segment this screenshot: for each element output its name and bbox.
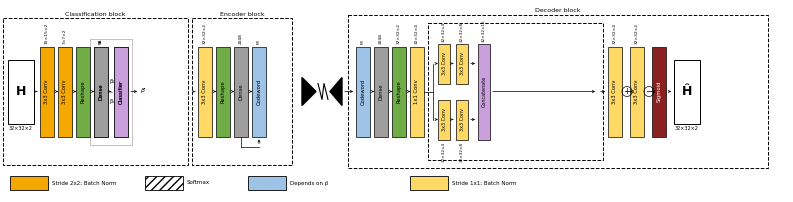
Text: Stride 1x1; Batch Norm: Stride 1x1; Batch Norm — [452, 181, 516, 185]
Bar — [456, 100, 468, 140]
Text: 3x3 Conv: 3x3 Conv — [202, 79, 208, 104]
Bar — [356, 46, 370, 137]
Text: Dense: Dense — [378, 83, 384, 100]
Polygon shape — [302, 78, 316, 105]
Text: 32×32×16: 32×32×16 — [482, 19, 486, 41]
Text: 3x3 Conv: 3x3 Conv — [63, 79, 67, 104]
Text: Decoder block: Decoder block — [535, 8, 580, 14]
Text: 32×32×4: 32×32×4 — [442, 141, 446, 162]
Text: Reshape: Reshape — [81, 80, 86, 103]
Bar — [478, 43, 490, 140]
Text: Classification block: Classification block — [65, 12, 126, 17]
Bar — [114, 46, 128, 137]
Text: Sigmoid: Sigmoid — [657, 81, 661, 102]
Text: 1x1 Conv: 1x1 Conv — [415, 79, 419, 104]
Text: +: + — [623, 87, 630, 96]
Bar — [428, 23, 603, 160]
Bar — [348, 15, 768, 168]
Bar — [608, 46, 622, 137]
Text: 32×32×4: 32×32×4 — [613, 23, 617, 44]
Text: Ĥ: Ĥ — [682, 85, 692, 98]
Text: 3x3 Conv: 3x3 Conv — [634, 79, 639, 104]
Bar — [630, 46, 644, 137]
Text: 32×32×2: 32×32×2 — [9, 126, 33, 132]
Text: Dense: Dense — [98, 83, 104, 100]
Text: 32×32×8: 32×32×8 — [460, 21, 464, 41]
Text: 3x3 Conv: 3x3 Conv — [459, 108, 465, 131]
Polygon shape — [330, 78, 342, 105]
Bar — [410, 176, 448, 190]
Text: Stride 2x2; Batch Norm: Stride 2x2; Batch Norm — [52, 181, 117, 185]
Bar — [456, 43, 468, 83]
Bar — [248, 176, 286, 190]
Text: β̂: β̂ — [141, 88, 145, 93]
Text: 32×32×4: 32×32×4 — [415, 23, 419, 44]
Bar — [410, 46, 424, 137]
Bar — [94, 46, 108, 137]
Bar — [234, 46, 248, 137]
Bar — [652, 46, 666, 137]
Bar — [90, 39, 132, 144]
Bar — [145, 176, 183, 190]
Text: 32×32×2: 32×32×2 — [203, 23, 207, 44]
Text: 32×32×4: 32×32×4 — [442, 21, 446, 41]
Text: ...: ... — [109, 89, 113, 94]
Text: 3x3 Conv: 3x3 Conv — [44, 79, 49, 104]
Text: 3x3 Conv: 3x3 Conv — [442, 108, 446, 131]
Text: 2048: 2048 — [239, 34, 243, 44]
Bar — [392, 46, 406, 137]
Text: 32×32×2: 32×32×2 — [635, 23, 639, 44]
Text: 15×15×2: 15×15×2 — [45, 23, 49, 44]
Bar — [3, 18, 188, 165]
Bar — [674, 60, 700, 123]
Bar — [198, 46, 212, 137]
Text: Codeword: Codeword — [361, 78, 366, 105]
Text: −: − — [646, 87, 653, 96]
Bar — [40, 46, 54, 137]
Text: Classifier: Classifier — [118, 79, 124, 104]
Text: 2048: 2048 — [379, 34, 383, 44]
Text: Classifier: Classifier — [118, 79, 124, 104]
Text: 7×7×2: 7×7×2 — [63, 29, 67, 44]
Text: Dense: Dense — [239, 83, 243, 100]
Text: Depends on p̂: Depends on p̂ — [290, 181, 328, 185]
Bar — [438, 43, 450, 83]
Text: 32×32×8: 32×32×8 — [460, 141, 464, 162]
Text: Dense: Dense — [98, 83, 104, 100]
Text: βₙ: βₙ — [109, 99, 114, 104]
Text: H: H — [16, 85, 26, 98]
Bar — [10, 176, 48, 190]
Text: β₁: β₁ — [109, 79, 114, 84]
Bar — [76, 46, 90, 137]
Text: M: M — [257, 41, 261, 44]
Bar — [58, 46, 72, 137]
Bar — [94, 46, 108, 137]
Text: Codeword: Codeword — [256, 78, 262, 105]
Text: 32×32×2: 32×32×2 — [397, 23, 401, 44]
Bar — [374, 46, 388, 137]
Bar — [252, 46, 266, 137]
Text: 3x3 Conv: 3x3 Conv — [442, 52, 446, 75]
Text: 3x3 Conv: 3x3 Conv — [459, 52, 465, 75]
Bar — [8, 60, 34, 123]
Text: Softmax: Softmax — [187, 181, 210, 185]
Text: Reshape: Reshape — [396, 80, 401, 103]
Text: 98: 98 — [99, 39, 103, 44]
Text: 98: 98 — [99, 39, 103, 44]
Text: 32×32×2: 32×32×2 — [675, 126, 699, 132]
Bar — [114, 46, 128, 137]
Bar — [192, 18, 292, 165]
Text: Concatenate: Concatenate — [481, 76, 486, 107]
Bar — [438, 100, 450, 140]
Text: 3x3 Conv: 3x3 Conv — [612, 79, 618, 104]
Text: Reshape: Reshape — [220, 80, 225, 103]
Bar — [216, 46, 230, 137]
Text: M: M — [361, 41, 365, 44]
Text: Encoder block: Encoder block — [220, 12, 264, 17]
